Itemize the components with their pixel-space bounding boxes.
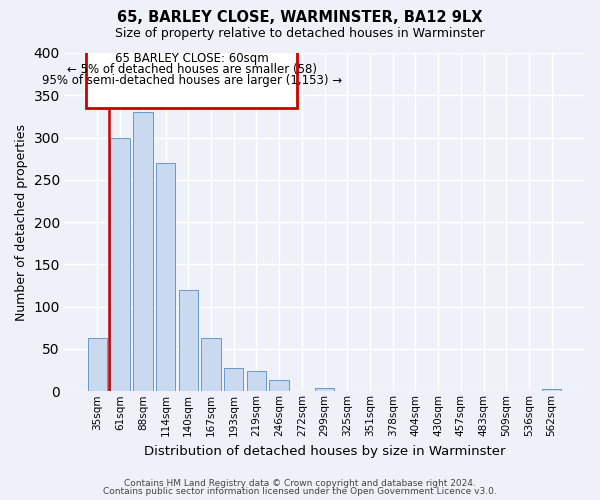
Bar bbox=[315, 388, 334, 392]
X-axis label: Distribution of detached houses by size in Warminster: Distribution of detached houses by size … bbox=[144, 444, 505, 458]
Text: 95% of semi-detached houses are larger (1,153) →: 95% of semi-detached houses are larger (… bbox=[41, 74, 342, 87]
Bar bbox=[247, 371, 266, 392]
Bar bbox=[156, 163, 175, 392]
Bar bbox=[88, 338, 107, 392]
Bar bbox=[542, 388, 562, 392]
Text: 65 BARLEY CLOSE: 60sqm: 65 BARLEY CLOSE: 60sqm bbox=[115, 52, 269, 65]
Text: ← 5% of detached houses are smaller (58): ← 5% of detached houses are smaller (58) bbox=[67, 63, 317, 76]
Bar bbox=[179, 290, 198, 392]
Text: Contains public sector information licensed under the Open Government Licence v3: Contains public sector information licen… bbox=[103, 487, 497, 496]
Bar bbox=[110, 138, 130, 392]
Y-axis label: Number of detached properties: Number of detached properties bbox=[15, 124, 28, 320]
Bar bbox=[224, 368, 244, 392]
Text: 65, BARLEY CLOSE, WARMINSTER, BA12 9LX: 65, BARLEY CLOSE, WARMINSTER, BA12 9LX bbox=[117, 10, 483, 25]
Text: Size of property relative to detached houses in Warminster: Size of property relative to detached ho… bbox=[115, 28, 485, 40]
Text: Contains HM Land Registry data © Crown copyright and database right 2024.: Contains HM Land Registry data © Crown c… bbox=[124, 478, 476, 488]
Bar bbox=[202, 338, 221, 392]
FancyBboxPatch shape bbox=[86, 49, 297, 108]
Bar bbox=[269, 380, 289, 392]
Bar bbox=[133, 112, 152, 392]
